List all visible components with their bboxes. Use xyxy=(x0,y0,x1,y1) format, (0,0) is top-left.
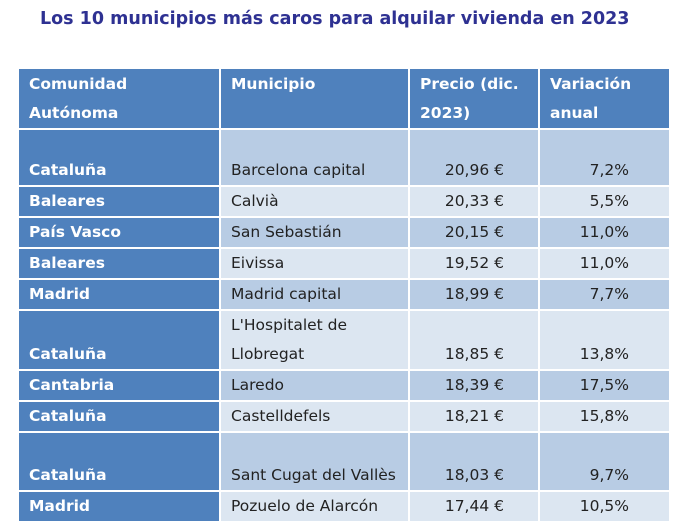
cell-variacion: 9,7% xyxy=(539,431,669,491)
cell-variacion: 13,8% xyxy=(539,309,669,370)
cell-variacion: 11,0% xyxy=(539,247,669,279)
rent-table: Comunidad Autónoma Municipio Precio (dic… xyxy=(19,69,669,521)
table-row: Baleares Eivissa 19,52 € 11,0% xyxy=(19,247,669,279)
table-row: Cataluña Sant Cugat del Vallès 18,03 € 9… xyxy=(19,431,669,491)
header-precio: Precio (dic. 2023) xyxy=(409,69,540,129)
cell-comunidad: Baleares xyxy=(19,247,221,279)
cell-comunidad: Madrid xyxy=(19,490,221,521)
cell-variacion: 15,8% xyxy=(539,400,669,432)
cell-comunidad: País Vasco xyxy=(19,216,221,248)
header-variacion: Variación anual xyxy=(539,69,669,129)
cell-variacion: 7,7% xyxy=(539,278,669,310)
cell-comunidad: Cataluña xyxy=(19,128,221,186)
cell-precio: 18,03 € xyxy=(409,431,540,491)
cell-municipio: L'Hospitalet de Llobregat xyxy=(220,309,410,370)
cell-precio: 19,52 € xyxy=(409,247,540,279)
table-row: País Vasco San Sebastián 20,15 € 11,0% xyxy=(19,216,669,248)
cell-comunidad: Cantabria xyxy=(19,369,221,401)
table-header-row: Comunidad Autónoma Municipio Precio (dic… xyxy=(19,69,669,129)
cell-precio: 18,85 € xyxy=(409,309,540,370)
cell-municipio: Madrid capital xyxy=(220,278,410,310)
cell-comunidad: Baleares xyxy=(19,185,221,217)
table-row: Baleares Calvià 20,33 € 5,5% xyxy=(19,185,669,217)
cell-variacion: 10,5% xyxy=(539,490,669,521)
cell-precio: 17,44 € xyxy=(409,490,540,521)
cell-variacion: 7,2% xyxy=(539,128,669,186)
cell-comunidad: Cataluña xyxy=(19,431,221,491)
table-row: Cataluña L'Hospitalet de Llobregat 18,85… xyxy=(19,309,669,370)
cell-comunidad: Madrid xyxy=(19,278,221,310)
table-row: Madrid Pozuelo de Alarcón 17,44 € 10,5% xyxy=(19,490,669,521)
cell-comunidad: Cataluña xyxy=(19,400,221,432)
cell-municipio: Eivissa xyxy=(220,247,410,279)
table-row: Cataluña Castelldefels 18,21 € 15,8% xyxy=(19,400,669,432)
header-municipio: Municipio xyxy=(220,69,410,129)
cell-precio: 18,21 € xyxy=(409,400,540,432)
cell-municipio: Laredo xyxy=(220,369,410,401)
cell-variacion: 5,5% xyxy=(539,185,669,217)
cell-variacion: 11,0% xyxy=(539,216,669,248)
cell-municipio: San Sebastián xyxy=(220,216,410,248)
cell-precio: 20,15 € xyxy=(409,216,540,248)
cell-comunidad: Cataluña xyxy=(19,309,221,370)
cell-municipio: Calvià xyxy=(220,185,410,217)
cell-municipio: Sant Cugat del Vallès xyxy=(220,431,410,491)
cell-municipio: Castelldefels xyxy=(220,400,410,432)
cell-municipio: Pozuelo de Alarcón xyxy=(220,490,410,521)
cell-precio: 20,96 € xyxy=(409,128,540,186)
cell-municipio: Barcelona capital xyxy=(220,128,410,186)
table-row: Madrid Madrid capital 18,99 € 7,7% xyxy=(19,278,669,310)
cell-precio: 20,33 € xyxy=(409,185,540,217)
cell-variacion: 17,5% xyxy=(539,369,669,401)
page-title: Los 10 municipios más caros para alquila… xyxy=(40,9,630,29)
header-comunidad: Comunidad Autónoma xyxy=(19,69,221,129)
table-row: Cantabria Laredo 18,39 € 17,5% xyxy=(19,369,669,401)
cell-precio: 18,39 € xyxy=(409,369,540,401)
cell-precio: 18,99 € xyxy=(409,278,540,310)
table-row: Cataluña Barcelona capital 20,96 € 7,2% xyxy=(19,128,669,186)
